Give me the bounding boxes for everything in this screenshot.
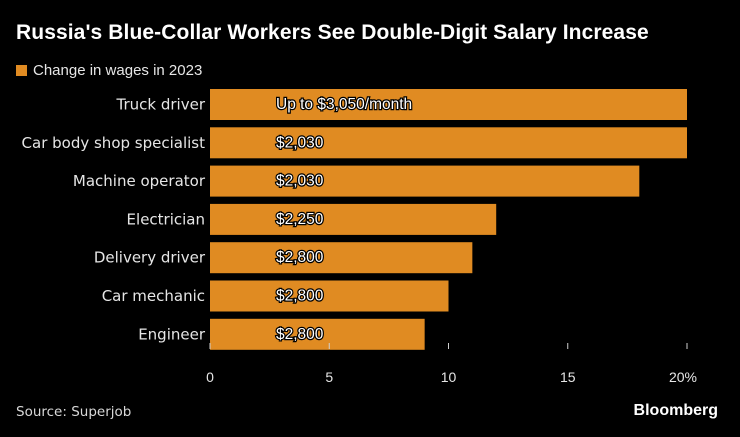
category-label: Truck driver bbox=[116, 96, 206, 114]
category-label: Car mechanic bbox=[102, 287, 205, 305]
bar bbox=[210, 318, 425, 350]
bar bbox=[210, 127, 687, 159]
brand-logo: Bloomberg bbox=[633, 402, 718, 419]
legend-label: Change in wages in 2023 bbox=[33, 62, 203, 79]
category-label: Car body shop specialist bbox=[22, 134, 206, 152]
bar-value-label: $2,800 bbox=[276, 288, 324, 305]
x-tick-label: 5 bbox=[325, 369, 333, 385]
x-tick-label: 0 bbox=[206, 369, 214, 385]
bar-value-label: Up to $3,050/month bbox=[276, 96, 412, 113]
x-tick-label: 10 bbox=[441, 369, 457, 385]
bar bbox=[210, 89, 687, 120]
chart-title: Russia's Blue-Collar Workers See Double-… bbox=[16, 21, 649, 44]
category-label: Engineer bbox=[138, 325, 206, 343]
bar bbox=[210, 242, 473, 274]
source-note: Source: Superjob bbox=[16, 404, 132, 420]
bar-value-label: $2,800 bbox=[276, 249, 324, 266]
legend-swatch bbox=[16, 65, 27, 76]
bar-value-label: $2,800 bbox=[276, 326, 324, 343]
category-label: Delivery driver bbox=[94, 249, 206, 267]
bar bbox=[210, 280, 449, 312]
legend: Change in wages in 2023 bbox=[16, 62, 202, 79]
x-tick-label: 20% bbox=[669, 369, 697, 385]
category-label: Machine operator bbox=[73, 172, 206, 190]
category-label: Electrician bbox=[127, 210, 205, 228]
bar-value-label: $2,030 bbox=[276, 173, 324, 190]
x-tick-label: 15 bbox=[560, 369, 576, 385]
bar bbox=[210, 165, 640, 197]
bar bbox=[210, 203, 497, 235]
bar-value-label: $2,030 bbox=[276, 134, 324, 151]
bar-value-label: $2,250 bbox=[276, 211, 324, 228]
